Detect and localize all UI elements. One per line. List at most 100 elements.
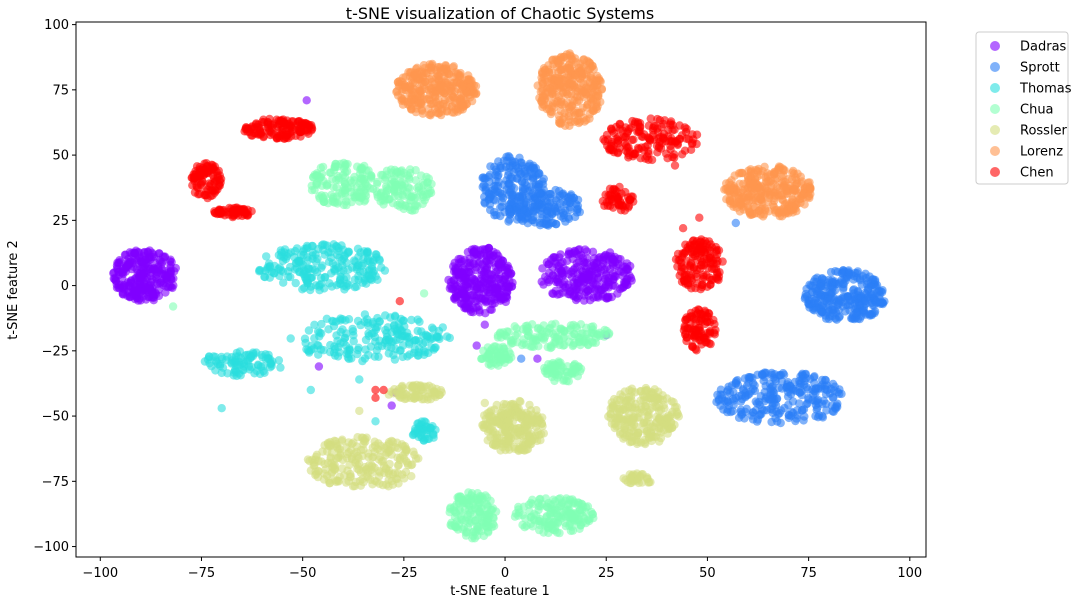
- point: [533, 81, 542, 90]
- point: [770, 196, 779, 206]
- point: [397, 96, 406, 106]
- point: [487, 422, 496, 431]
- point: [517, 354, 526, 363]
- point: [451, 70, 461, 79]
- point: [794, 399, 804, 408]
- point: [773, 182, 782, 192]
- point: [793, 406, 802, 415]
- point: [326, 168, 335, 177]
- point: [323, 199, 333, 208]
- point: [355, 179, 364, 188]
- point: [462, 75, 472, 85]
- point: [142, 285, 151, 294]
- point: [360, 435, 370, 444]
- point: [166, 260, 175, 270]
- point: [282, 121, 291, 130]
- point: [501, 436, 510, 445]
- point: [529, 215, 538, 225]
- point: [556, 57, 565, 66]
- point: [580, 117, 589, 126]
- point: [748, 415, 758, 424]
- point: [311, 455, 320, 464]
- point: [406, 205, 415, 215]
- point: [302, 345, 311, 354]
- point: [405, 195, 414, 205]
- point: [614, 412, 623, 422]
- point: [597, 84, 607, 94]
- point: [421, 418, 430, 427]
- point: [469, 510, 479, 519]
- point: [588, 510, 597, 519]
- point: [307, 273, 317, 282]
- point: [361, 335, 371, 345]
- series-rossler: [303, 380, 683, 491]
- point: [729, 387, 738, 397]
- point: [246, 353, 256, 362]
- point: [302, 96, 311, 105]
- point: [390, 188, 399, 197]
- point: [641, 402, 650, 411]
- point: [393, 200, 402, 210]
- point: [578, 267, 587, 276]
- point: [326, 248, 335, 257]
- point: [778, 369, 788, 378]
- point: [770, 375, 780, 384]
- point: [867, 289, 876, 298]
- point: [571, 322, 581, 331]
- point: [274, 356, 284, 365]
- point: [476, 274, 486, 284]
- point: [504, 327, 513, 336]
- point: [255, 265, 264, 275]
- point: [254, 129, 263, 138]
- point: [514, 502, 523, 512]
- point: [331, 265, 340, 274]
- point: [282, 252, 292, 261]
- point: [341, 316, 350, 325]
- point: [512, 324, 521, 333]
- point: [579, 79, 588, 89]
- point: [523, 425, 532, 434]
- point: [586, 71, 595, 80]
- point: [399, 204, 408, 214]
- point: [514, 193, 523, 202]
- point: [331, 162, 340, 172]
- point: [419, 387, 428, 397]
- point: [809, 277, 819, 286]
- point: [353, 316, 363, 326]
- point: [588, 338, 598, 347]
- point: [589, 258, 598, 268]
- point: [372, 179, 382, 189]
- point: [132, 265, 141, 274]
- point: [509, 167, 518, 177]
- point: [403, 458, 412, 468]
- point: [114, 259, 123, 268]
- point: [487, 270, 497, 280]
- point: [534, 498, 543, 507]
- point: [118, 289, 128, 299]
- point: [775, 165, 784, 175]
- point: [810, 372, 819, 381]
- point: [314, 467, 323, 476]
- point: [314, 282, 323, 291]
- point: [136, 273, 145, 282]
- point: [514, 511, 523, 520]
- point: [838, 285, 848, 294]
- point: [427, 323, 437, 332]
- point: [353, 162, 362, 171]
- point: [267, 128, 276, 137]
- point: [347, 439, 357, 448]
- point: [560, 65, 569, 74]
- point: [568, 95, 577, 105]
- point: [438, 323, 447, 332]
- point: [367, 261, 376, 270]
- point: [573, 278, 583, 287]
- point: [382, 184, 392, 193]
- point: [265, 354, 274, 364]
- point: [149, 293, 158, 302]
- point: [410, 344, 419, 354]
- point: [316, 273, 326, 283]
- point: [748, 385, 758, 394]
- point: [411, 201, 420, 210]
- point: [537, 277, 546, 286]
- point: [310, 320, 319, 329]
